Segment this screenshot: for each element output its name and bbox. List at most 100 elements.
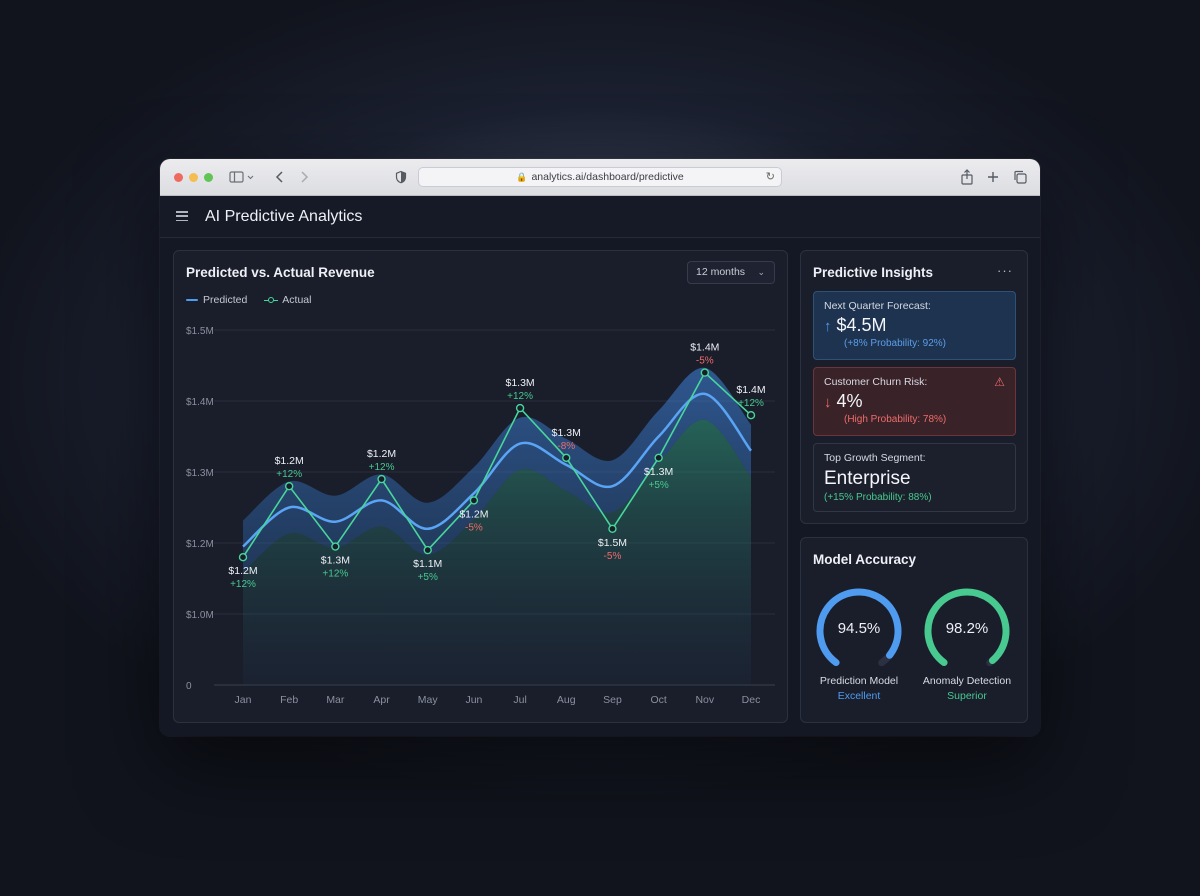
insights-title: Predictive Insights [813, 265, 934, 280]
x-tick-label: Jul [513, 694, 526, 706]
point-value-label: $1.4M [736, 384, 765, 396]
growth-probability: (+15% Probability: 88%) [824, 492, 932, 503]
churn-card[interactable]: Customer Churn Risk: ⚠ ↓ 4% (High Probabi… [813, 367, 1016, 436]
actual-point [423, 545, 432, 555]
more-options-icon[interactable]: ··· [997, 263, 1013, 278]
actual-point [377, 474, 386, 484]
prediction-gauge-rating: Excellent [837, 690, 881, 702]
tab-overview-icon[interactable] [1012, 168, 1028, 191]
point-value-label: $1.3M [321, 555, 350, 567]
actual-point [238, 553, 248, 562]
y-tick-label: $1.0M [186, 610, 214, 621]
y-tick-label: $1.2M [186, 539, 214, 550]
churn-probability: (High Probability: 78%) [844, 414, 947, 425]
point-change-label: +12% [276, 469, 302, 480]
browser-titlebar: 🔒 analytics.ai/dashboard/predictive ↻ [160, 159, 1040, 196]
close-window-button[interactable] [174, 173, 183, 182]
x-tick-label: Feb [280, 694, 298, 706]
point-value-label: $1.2M [275, 455, 304, 467]
x-tick-label: Apr [373, 694, 390, 706]
point-change-label: -5% [604, 551, 622, 562]
app-header: AI Predictive Analytics [160, 196, 1040, 238]
legend-actual-swatch [264, 296, 279, 304]
revenue-chart: 0 $1.0M $1.2M $1.3M $1.4M $1.5M $1.2M +12% $1.2M… [186, 326, 775, 706]
range-select-value: 12 months [696, 266, 746, 278]
chart-legend: Predicted Actual [186, 294, 311, 306]
x-tick-label: Dec [742, 694, 761, 706]
back-icon[interactable] [273, 168, 287, 191]
x-tick-label: Sep [603, 694, 622, 706]
forecast-card[interactable]: Next Quarter Forecast: ↑ $4.5M (+8% Proba… [813, 291, 1016, 360]
prediction-gauge-arc [816, 588, 902, 674]
reload-icon[interactable]: ↻ [765, 171, 775, 183]
point-value-label: $1.3M [644, 466, 673, 478]
y-tick-label: $1.5M [186, 326, 214, 337]
point-change-label: -5% [465, 522, 483, 533]
actual-point [608, 524, 617, 533]
forecast-value: $4.5M [836, 315, 887, 335]
forward-icon[interactable] [297, 168, 311, 191]
actual-point [331, 542, 340, 551]
y-tick-label: $1.3M [186, 468, 214, 479]
y-tick-label: 0 [186, 681, 192, 692]
prediction-gauge-ring [816, 588, 902, 674]
maximize-window-button[interactable] [204, 173, 213, 182]
point-value-label: $1.2M [459, 508, 488, 520]
point-value-label: $1.2M [228, 565, 257, 577]
anomaly-detection-gauge: 98.2% [922, 586, 1012, 676]
arrow-down-icon: ↓ [824, 394, 832, 411]
actual-point [469, 496, 479, 505]
legend-predicted-label: Predicted [203, 294, 248, 307]
point-value-label: $1.2M [367, 448, 396, 460]
legend-actual-label: Actual [282, 294, 312, 307]
anomaly-gauge-arc [924, 588, 1010, 674]
x-tick-label: May [418, 694, 439, 706]
point-change-label: +5% [418, 572, 438, 583]
growth-segment-card[interactable]: Top Growth Segment: Enterprise (+15% Pro… [813, 443, 1016, 512]
x-tick-label: Jun [465, 694, 482, 706]
model-accuracy-panel: Model Accuracy 94.5% Prediction Model Ex… [800, 537, 1028, 723]
point-change-label: +5% [648, 480, 668, 491]
point-value-label: $1.1M [413, 558, 442, 570]
actual-area [243, 419, 751, 685]
predicted-line [242, 392, 752, 548]
address-bar[interactable]: 🔒 analytics.ai/dashboard/predictive ↻ [418, 167, 782, 187]
sidebar-toggle-icon[interactable] [229, 168, 255, 191]
growth-value: Enterprise [824, 468, 911, 489]
actual-point [654, 453, 663, 463]
point-change-label: +12% [507, 391, 533, 402]
actual-point [284, 481, 294, 491]
menu-icon[interactable] [176, 211, 188, 222]
x-tick-label: Aug [557, 694, 576, 706]
chart-title: Predicted vs. Actual Revenue [186, 265, 375, 280]
new-tab-icon[interactable] [986, 168, 1000, 191]
share-icon[interactable] [960, 168, 974, 191]
legend-predicted-swatch [186, 298, 198, 302]
churn-label: Customer Churn Risk: [824, 376, 928, 388]
point-change-label: +12% [230, 579, 256, 590]
point-change-label: +12% [738, 398, 764, 409]
browser-window: 🔒 analytics.ai/dashboard/predictive ↻ AI … [160, 159, 1040, 736]
chevron-down-icon: ⌄ [757, 267, 765, 277]
minimize-window-button[interactable] [189, 173, 198, 182]
prediction-gauge-value: 94.5% [837, 620, 881, 637]
point-change-label: -5% [696, 356, 714, 367]
x-tick-label: Jan [235, 694, 252, 706]
actual-point [562, 453, 571, 463]
range-select[interactable]: 12 months ⌄ [687, 261, 775, 284]
anomaly-gauge-rating: Superior [947, 690, 987, 702]
anomaly-gauge-value: 98.2% [945, 620, 989, 637]
actual-point [746, 410, 756, 420]
revenue-chart-panel: Predicted vs. Actual Revenue 12 months ⌄… [173, 250, 788, 723]
point-change-label: -8% [557, 441, 575, 452]
churn-value: 4% [836, 391, 863, 411]
y-tick-label: $1.4M [186, 397, 214, 408]
point-value-label: $1.4M [690, 342, 719, 354]
x-tick-label: Oct [650, 694, 666, 706]
anomaly-gauge-ring [924, 588, 1010, 674]
lock-icon: 🔒 [516, 172, 528, 182]
prediction-gauge-label: Prediction Model [819, 675, 899, 687]
address-text: analytics.ai/dashboard/predictive [531, 171, 684, 183]
privacy-shield-icon[interactable] [394, 168, 408, 191]
point-value-label: $1.3M [552, 427, 581, 439]
